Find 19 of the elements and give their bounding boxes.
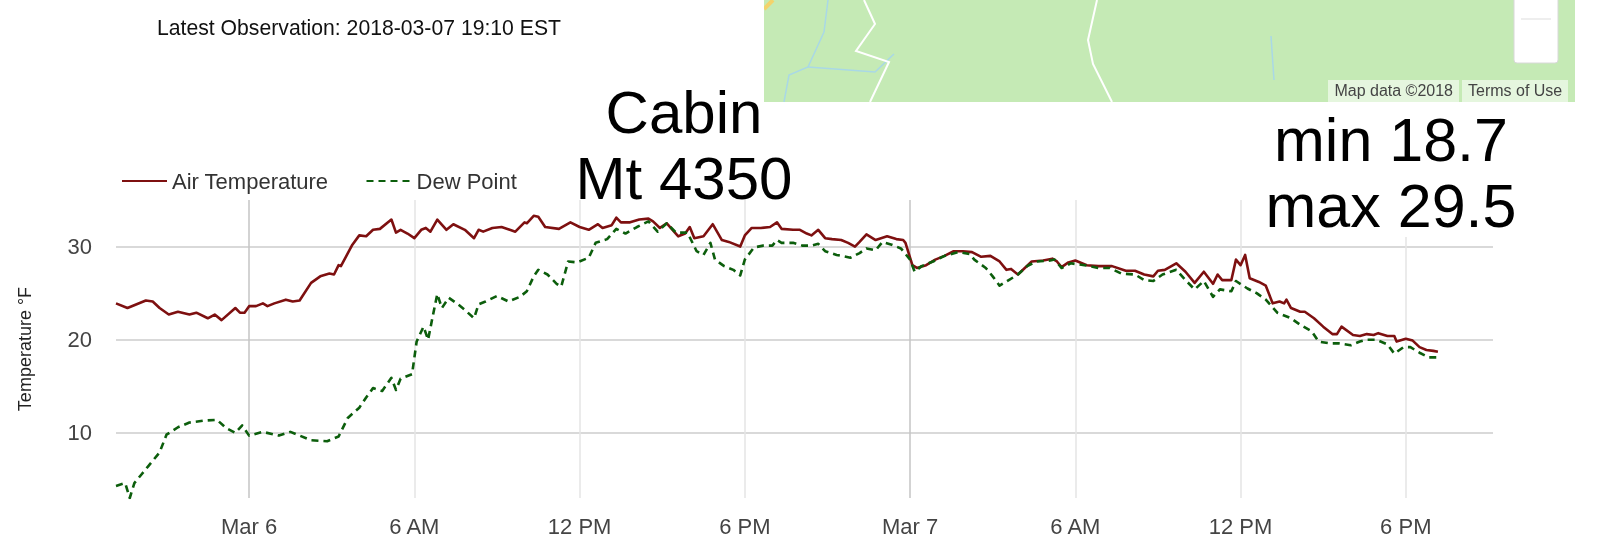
x-tick-label: 6 AM xyxy=(1050,513,1101,539)
x-tick-label: 12 PM xyxy=(1208,513,1273,539)
x-tick-label: Mar 6 xyxy=(220,513,278,539)
chart-title: Cabin Mt 4350 xyxy=(575,79,793,212)
legend-label: Air Temperature xyxy=(172,168,329,194)
y-tick-label: 30 xyxy=(67,234,92,260)
y-tick-label: 10 xyxy=(67,420,92,446)
text: Latest Observation: 2018-03-07 19:10 EST xyxy=(157,15,561,40)
annotation: min 18.7 max 29.5 xyxy=(1265,106,1517,240)
x-tick-label: Mar 7 xyxy=(881,513,939,539)
x-tick-label: 6 AM xyxy=(389,513,440,539)
x-tick-label: 12 PM xyxy=(547,513,612,539)
y-tick-label: 20 xyxy=(67,327,92,353)
legend-label: Dew Point xyxy=(416,168,517,194)
x-tick-label: 6 PM xyxy=(1380,513,1432,539)
text: Terms of Use xyxy=(1462,80,1569,102)
y-axis-title: Temperature °F xyxy=(15,286,35,412)
x-tick-label: 6 PM xyxy=(719,513,771,539)
text: Map data ©2018 xyxy=(1328,80,1459,102)
